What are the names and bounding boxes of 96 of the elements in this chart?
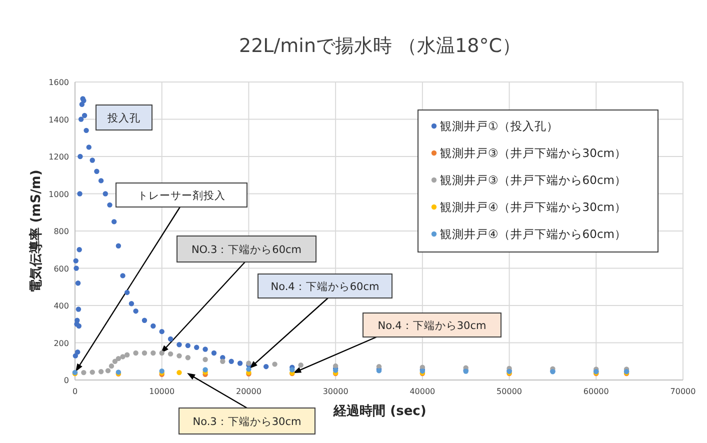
x-tick-label: 50000	[496, 387, 522, 396]
point	[128, 301, 134, 306]
point	[78, 154, 83, 160]
point	[76, 247, 82, 252]
point	[272, 362, 278, 367]
x-tick-label: 60000	[583, 387, 609, 396]
x-tick-label: 20000	[236, 387, 262, 396]
point	[237, 360, 243, 366]
point	[202, 356, 208, 362]
point	[116, 243, 122, 248]
point	[108, 363, 114, 369]
annotation: No.4：下端から60cm	[270, 280, 380, 293]
y-tick-label: 1400	[48, 115, 69, 124]
annotation: No.3：下端から30cm	[192, 415, 302, 428]
point	[202, 367, 208, 372]
annotation: 投入孔	[96, 104, 152, 130]
point	[133, 350, 138, 356]
point	[150, 323, 156, 329]
point	[98, 178, 104, 184]
y-tick-label: 800	[54, 227, 69, 236]
point	[133, 308, 138, 314]
annotation: No.4：下端から30cm	[378, 319, 486, 332]
point	[194, 344, 200, 350]
point	[168, 336, 174, 342]
point	[82, 112, 88, 118]
y-tick-label: 1200	[48, 152, 69, 162]
point	[176, 370, 182, 376]
point	[220, 358, 226, 364]
point	[112, 358, 118, 364]
point	[116, 356, 122, 362]
x-tick-label: 10000	[149, 387, 175, 396]
y-tick-label: 400	[54, 302, 69, 310]
point	[75, 280, 81, 286]
point	[332, 363, 338, 369]
legend-label: 観測井戸①（投入孔）	[440, 119, 558, 133]
point	[159, 350, 164, 356]
y-tick-label: 1000	[48, 190, 69, 199]
point	[168, 351, 174, 357]
chart-title: 22L/minで揚水時 （水温18°C）	[239, 35, 521, 57]
point	[142, 318, 148, 323]
annotation: トレーサー剤投入	[138, 189, 226, 202]
y-tick-label: 200	[54, 338, 69, 348]
legend-label: 観測井戸③（井戸下端から60cm）	[440, 173, 626, 187]
point	[185, 355, 191, 360]
point	[84, 128, 89, 134]
legend-label: 観測井戸④（井戸下端から60cm）	[440, 227, 626, 241]
point	[228, 358, 234, 364]
point	[77, 191, 82, 196]
point	[90, 370, 95, 375]
point	[176, 353, 182, 358]
point	[176, 342, 182, 348]
point	[74, 266, 79, 271]
annotation: No.4：下端から30cm	[293, 312, 502, 374]
point	[124, 290, 130, 296]
point	[111, 219, 117, 224]
point	[159, 328, 164, 334]
annotation: NO.3：下端から60cm	[191, 243, 302, 256]
y-tick-label: 600	[54, 264, 69, 274]
point	[76, 306, 82, 312]
x-tick-label: 0	[72, 387, 78, 396]
point	[124, 352, 130, 358]
x-tick-label: 70000	[670, 387, 696, 396]
legend-label: 観測井戸③（井戸下端から30cm）	[440, 146, 626, 160]
point	[98, 369, 104, 374]
x-tick-label: 30000	[322, 387, 348, 396]
point	[107, 202, 112, 208]
point	[78, 116, 84, 122]
point	[298, 362, 304, 368]
point	[142, 350, 148, 356]
point	[120, 354, 126, 360]
point	[72, 353, 78, 358]
point	[105, 368, 111, 374]
y-tick-label: 0	[64, 376, 69, 385]
point	[263, 364, 269, 370]
annotation: 投入孔	[106, 112, 140, 124]
point	[290, 367, 295, 372]
point	[75, 349, 80, 355]
point	[74, 318, 80, 323]
point	[86, 144, 92, 150]
x-axis-title: 経過時間 (sec)	[332, 404, 426, 419]
point	[81, 370, 86, 376]
y-axis-title: 電気伝導率 (mS/m)	[28, 170, 44, 292]
y-tick-label: 1600	[48, 78, 69, 87]
point	[120, 273, 126, 278]
x-tick-label: 40000	[410, 387, 436, 396]
point	[73, 258, 78, 264]
point	[202, 346, 208, 352]
point	[94, 168, 100, 174]
point	[185, 342, 191, 348]
point	[211, 350, 217, 356]
point	[102, 191, 108, 196]
point	[76, 323, 82, 329]
legend-label: 観測井戸④（井戸下端から30cm）	[440, 200, 626, 214]
point	[246, 366, 252, 372]
point	[90, 158, 95, 163]
point	[150, 350, 156, 356]
